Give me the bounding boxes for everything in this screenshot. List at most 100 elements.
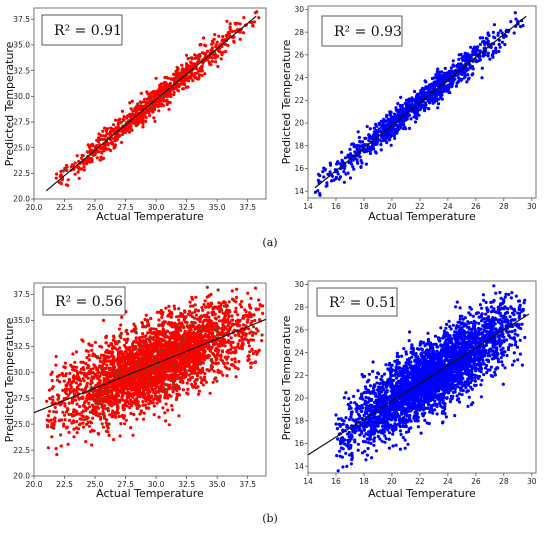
scatter-point [180, 63, 184, 67]
scatter-point [211, 380, 215, 384]
scatter-point [147, 96, 151, 100]
scatter-point [95, 138, 99, 142]
scatter-point [122, 115, 126, 119]
scatter-point [229, 336, 233, 340]
scatter-point [79, 360, 83, 364]
scatter-point [77, 412, 82, 416]
scatter-point [77, 383, 81, 387]
scatter-point [95, 156, 99, 160]
scatter-point [141, 104, 145, 109]
scatter-point [159, 345, 163, 349]
scatter-point [64, 183, 68, 187]
scatter-point [59, 433, 63, 437]
scatter-point [57, 396, 61, 400]
scatter-point [423, 109, 427, 113]
scatter-point [395, 131, 399, 135]
scatter-point [413, 98, 417, 102]
scatter-point [173, 73, 177, 77]
scatter-point [73, 172, 77, 176]
scatter-point [218, 50, 222, 54]
scatter-point [132, 412, 136, 417]
scatter-point [174, 69, 178, 73]
scatter-point [438, 92, 442, 96]
scatter-point [251, 351, 255, 356]
scatter-point [410, 99, 414, 103]
scatter-point [230, 289, 234, 293]
scatter-point [165, 329, 169, 333]
scatter-point [136, 102, 140, 106]
scatter-points [54, 10, 261, 187]
scatter-point [72, 408, 76, 412]
scatter-point [455, 81, 459, 85]
scatter-point [190, 311, 194, 315]
scatter-point [102, 149, 106, 153]
scatter-point [161, 406, 165, 410]
scatter-point [84, 361, 88, 366]
x-tick-label: 25.0 [87, 203, 104, 212]
scatter-point [379, 119, 383, 123]
scatter-point [123, 422, 127, 426]
scatter-point [197, 57, 201, 61]
scatter-point [164, 306, 168, 310]
scatter-point [106, 143, 110, 147]
y-tick-label: 16 [294, 164, 304, 173]
scatter-point [324, 184, 328, 188]
y-axis-label: Predicted Temperature [3, 41, 16, 166]
scatter-point [480, 66, 484, 70]
scatter-point [77, 176, 81, 180]
scatter-point [365, 125, 369, 129]
scatter-point [437, 73, 441, 77]
scatter-point [81, 154, 85, 158]
scatter-point [167, 107, 171, 111]
scatter-point [108, 359, 112, 363]
scatter-point [455, 73, 459, 77]
scatter-point [329, 179, 334, 183]
scatter-point [196, 60, 200, 64]
scatter-point [54, 176, 58, 180]
x-tick-label: 32.5 [178, 203, 195, 212]
scatter-point [205, 285, 209, 289]
scatter-point [214, 346, 218, 350]
scatter-point [225, 361, 230, 365]
scatter-point [349, 152, 353, 156]
y-tick-label: 22.5 [13, 169, 30, 178]
scatter-point [141, 125, 145, 129]
scatter-point [407, 126, 412, 130]
scatter-point [399, 95, 403, 99]
scatter-point [457, 57, 461, 62]
scatter-point [407, 97, 411, 101]
scatter-point [503, 33, 507, 38]
scatter-point [439, 96, 443, 100]
scatter-point [216, 344, 220, 348]
scatter-point [405, 101, 409, 105]
scatter-point [60, 178, 64, 182]
scatter-point [184, 373, 188, 377]
scatter-point [161, 104, 165, 108]
scatter-point [102, 372, 106, 377]
y-tick-label: 35.0 [13, 41, 30, 50]
scatter-point [378, 138, 382, 142]
scatter-point [196, 69, 200, 73]
scatter-point [183, 329, 187, 333]
scatter-point [160, 332, 164, 336]
scatter-point [68, 371, 72, 375]
scatter-point [203, 371, 207, 376]
scatter-point [234, 295, 239, 300]
scatter-point [209, 63, 213, 67]
scatter-point [153, 392, 157, 396]
scatter-point [246, 291, 250, 295]
scatter-point [313, 190, 317, 194]
scatter-point [152, 116, 156, 120]
scatter-point [162, 320, 166, 324]
scatter-point [233, 357, 237, 361]
scatter-point [424, 103, 428, 107]
scatter-point [415, 112, 420, 116]
scatter-point [158, 394, 162, 398]
scatter-point [233, 333, 237, 337]
scatter-point [157, 318, 161, 322]
scatter-point [177, 414, 181, 418]
scatter-point [213, 56, 217, 60]
x-axis-label: Actual Temperature [96, 210, 204, 223]
scatter-point [249, 296, 253, 301]
scatter-point [106, 355, 111, 359]
